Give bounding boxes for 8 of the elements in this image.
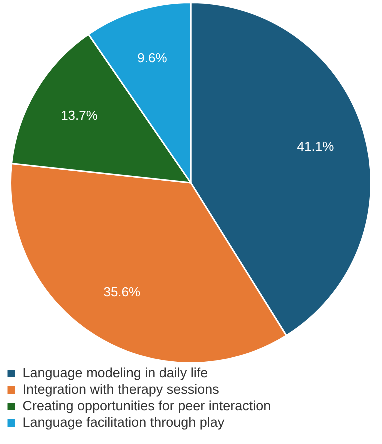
legend-label: Language facilitation through play [22, 414, 225, 430]
legend-label: Integration with therapy sessions [22, 382, 220, 397]
data-label: 9.6% [138, 50, 168, 66]
legend-label: Language modeling in daily life [22, 365, 208, 380]
data-label: 13.7% [61, 108, 98, 124]
data-label: 41.1% [297, 138, 335, 154]
legend-label: Creating opportunities for peer interaction [22, 398, 272, 414]
data-label: 35.6% [104, 284, 142, 300]
